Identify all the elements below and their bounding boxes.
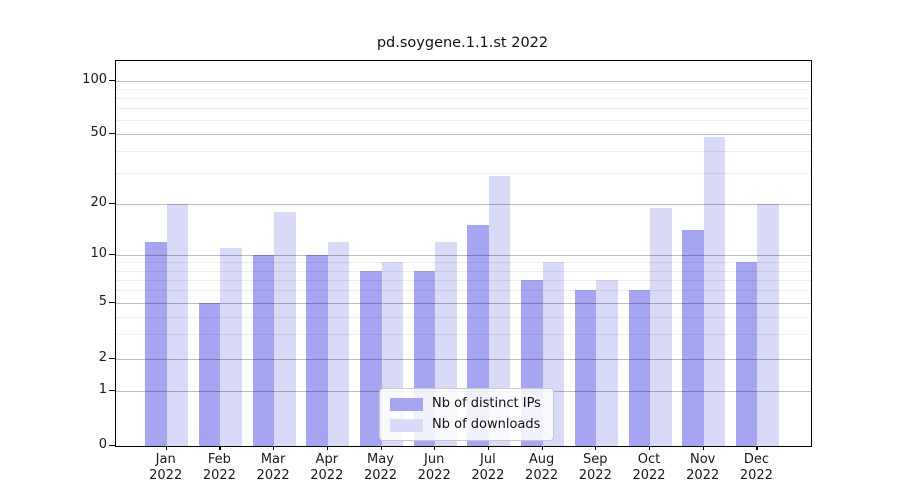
bar-distinct-ips-sep — [574, 290, 597, 446]
y-tick-mark — [109, 390, 115, 392]
bar-distinct-ips-mar — [252, 255, 275, 446]
x-tick-label-jun: Jun 2022 — [417, 452, 451, 483]
gridline-minor — [116, 108, 811, 110]
x-tick-mark — [380, 446, 382, 450]
y-tick-mark — [109, 133, 115, 135]
legend: Nb of distinct IPs Nb of downloads — [379, 388, 554, 441]
bar-downloads-dec — [757, 204, 779, 446]
y-tick-label: 20 — [90, 195, 107, 210]
y-tick-mark — [109, 302, 115, 304]
y-tick-label: 0 — [98, 437, 107, 452]
x-tick-mark — [487, 446, 490, 450]
legend-label-distinct-ips: Nb of distinct IPs — [432, 396, 541, 411]
chart-title: pd.soygene.1.1.st 2022 — [376, 35, 549, 51]
x-tick-mark — [434, 446, 436, 450]
bar-downloads-mar — [274, 211, 296, 446]
legend-swatch-downloads — [390, 418, 423, 432]
gridline-minor — [116, 120, 811, 122]
y-tick-label: 5 — [98, 294, 107, 309]
x-tick-label-aug: Aug 2022 — [525, 452, 559, 483]
bar-distinct-ips-may — [360, 270, 382, 446]
y-tick-label: 100 — [82, 72, 107, 87]
bar-downloads-oct — [650, 207, 672, 446]
x-tick-mark — [649, 446, 651, 450]
x-tick-mark — [219, 446, 221, 450]
x-tick-label-jul: Jul 2022 — [471, 452, 505, 483]
x-tick-mark — [165, 446, 167, 450]
bar-distinct-ips-nov — [682, 230, 704, 446]
gridline-major — [116, 134, 811, 135]
x-tick-label-dec: Dec 2022 — [739, 452, 773, 483]
bar-distinct-ips-feb — [198, 303, 221, 446]
y-tick-label: 2 — [98, 350, 107, 365]
x-tick-mark — [326, 446, 328, 450]
legend-label-downloads: Nb of downloads — [432, 417, 541, 432]
x-tick-mark — [595, 446, 597, 450]
bar-downloads-feb — [220, 248, 242, 446]
bar-downloads-sep — [596, 279, 618, 446]
gridline-minor — [116, 98, 811, 100]
bar-distinct-ips-jan — [145, 241, 167, 446]
y-tick-mark — [109, 80, 115, 82]
x-tick-mark — [541, 446, 543, 450]
y-tick-mark — [109, 358, 115, 360]
x-tick-label-jan: Jan 2022 — [149, 452, 183, 483]
y-tick-mark — [109, 254, 115, 256]
bar-downloads-nov — [703, 137, 726, 446]
x-tick-label-oct: Oct 2022 — [632, 452, 666, 483]
legend-item-distinct-ips: Nb of distinct IPs — [390, 396, 541, 412]
x-tick-label-mar: Mar 2022 — [256, 452, 290, 483]
y-tick-mark — [109, 445, 115, 447]
y-tick-label: 1 — [98, 382, 107, 397]
x-tick-label-may: May 2022 — [363, 452, 398, 483]
x-tick-label-feb: Feb 2022 — [202, 452, 236, 483]
bar-downloads-jan — [166, 204, 189, 446]
x-tick-mark — [702, 446, 704, 450]
legend-item-downloads: Nb of downloads — [390, 417, 541, 433]
gridline-major — [116, 81, 811, 82]
y-tick-label: 10 — [90, 246, 107, 261]
x-tick-mark — [756, 446, 758, 450]
legend-swatch-ips — [390, 397, 423, 411]
y-tick-mark — [109, 203, 115, 205]
y-tick-label: 50 — [90, 125, 107, 140]
x-tick-mark — [273, 446, 275, 450]
bar-distinct-ips-apr — [306, 255, 328, 446]
bar-downloads-jul — [488, 175, 511, 446]
bar-distinct-ips-dec — [735, 262, 758, 446]
bar-downloads-apr — [327, 241, 350, 446]
x-tick-label-nov: Nov 2022 — [686, 452, 720, 483]
plot-area: Nb of distinct IPs Nb of downloads — [115, 60, 812, 447]
bar-distinct-ips-oct — [628, 290, 650, 446]
x-tick-label-sep: Sep 2022 — [578, 452, 612, 483]
x-tick-label-apr: Apr 2022 — [310, 452, 344, 483]
gridline-minor — [116, 89, 811, 91]
